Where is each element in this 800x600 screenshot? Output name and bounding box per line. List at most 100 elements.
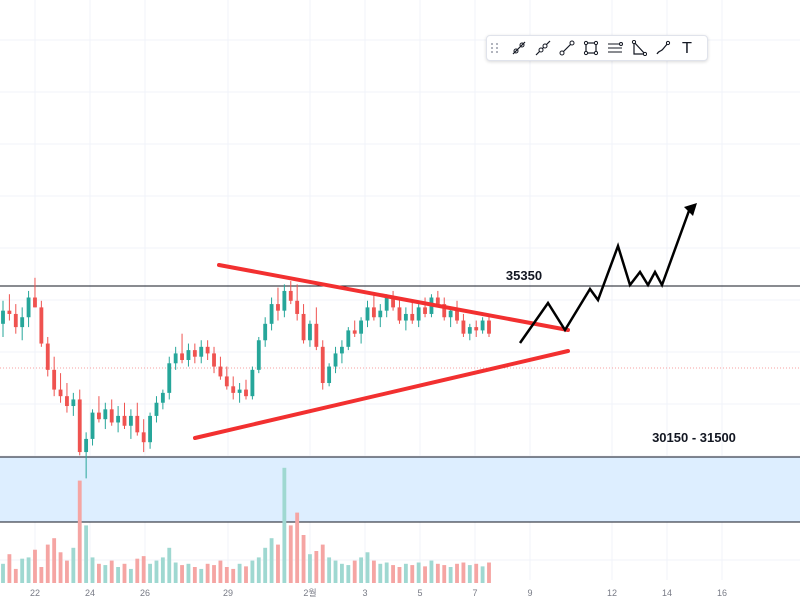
candle-body	[416, 307, 421, 321]
volume-bar	[186, 563, 191, 583]
candle-body	[308, 323, 312, 341]
candle-body	[327, 366, 332, 384]
trend-line-tool-button[interactable]	[555, 37, 579, 59]
drag-handle-icon[interactable]	[491, 41, 499, 55]
x-axis-tick-label: 7	[472, 588, 477, 598]
candle-body	[26, 297, 31, 318]
volume-bar	[167, 547, 172, 583]
candle-body	[231, 386, 236, 393]
candle-body	[212, 353, 216, 367]
x-axis-tick-label: 12	[607, 588, 617, 598]
parallel-channel-tool-icon	[608, 42, 623, 53]
candle-body	[301, 313, 306, 341]
volume-bar	[455, 563, 459, 583]
brush-tool-icon	[656, 40, 671, 55]
text-tool-button[interactable]: T	[675, 37, 699, 59]
volume-bar	[90, 557, 95, 583]
volume-bar	[288, 525, 293, 583]
candle-body	[128, 415, 133, 426]
volume-bar	[378, 563, 383, 583]
volume-bar	[135, 558, 140, 583]
volume-bar	[218, 560, 223, 583]
x-axis-tick-label: 24	[85, 588, 95, 598]
volume-bar	[192, 567, 197, 583]
candle-body	[359, 320, 364, 334]
volume-bar	[20, 558, 25, 583]
candle-body	[346, 330, 351, 347]
volume-bar	[7, 554, 12, 583]
volume-bar	[199, 568, 204, 583]
trend-line-angle-tool-button[interactable]	[507, 37, 531, 59]
volume-bar	[346, 565, 351, 583]
triangle-upper-trendline	[217, 263, 570, 332]
candle-body	[154, 402, 159, 416]
drawing-toolbar[interactable]: T	[486, 35, 708, 61]
volume-bar	[33, 549, 37, 583]
projection-path	[518, 207, 692, 344]
volume-bar	[301, 535, 306, 583]
candle-body	[455, 310, 459, 321]
candle-body	[263, 323, 268, 341]
x-axis-tick-label: 29	[223, 588, 233, 598]
volume-bar	[212, 565, 216, 583]
x-axis-tick-label: 22	[30, 588, 40, 598]
candle-body	[180, 353, 184, 360]
candle-body	[480, 320, 485, 331]
volume-bar	[282, 467, 287, 583]
volume-bar	[250, 560, 255, 583]
candle-body	[39, 307, 44, 344]
triangle-lower-trendline	[193, 349, 570, 440]
volume-bar	[442, 565, 447, 583]
volume-bar	[97, 563, 101, 583]
candle-body	[135, 415, 140, 433]
candle-body	[371, 307, 376, 318]
volume-bar	[327, 557, 332, 583]
volume-bar	[340, 563, 344, 583]
volume-bar	[116, 567, 121, 583]
triangle-pattern-tool-button[interactable]	[627, 37, 651, 59]
volume-bar	[410, 565, 415, 583]
volume-bar	[1, 563, 5, 583]
volume-bar	[122, 563, 127, 583]
x-axis-tick-label: 14	[662, 588, 672, 598]
candle-body	[410, 313, 415, 321]
volume-bar	[128, 568, 133, 583]
volume-bar	[295, 512, 300, 583]
brush-tool-button[interactable]	[651, 37, 675, 59]
volume-bar	[103, 565, 108, 583]
volume-bar	[435, 563, 440, 583]
volume-bar	[13, 568, 18, 583]
volume-bar	[77, 480, 82, 583]
volume-bar	[45, 544, 50, 583]
volume-bar	[154, 560, 159, 583]
rectangle-tool-icon	[583, 40, 599, 56]
parallel-channel-tool-button[interactable]	[603, 37, 627, 59]
volume-bar	[480, 566, 485, 583]
candle-body	[256, 340, 261, 370]
volume-bar	[461, 562, 466, 583]
volume-bar	[333, 560, 338, 583]
triangle-pattern-tool-icon	[631, 40, 647, 56]
volume-bar	[263, 547, 268, 583]
candle-body	[403, 313, 408, 321]
candle-body	[71, 399, 76, 407]
candle-body	[13, 313, 18, 328]
volume-bar	[423, 566, 427, 583]
rectangle-tool-button[interactable]	[579, 37, 603, 59]
candle-body	[487, 320, 491, 334]
ray-tool-button[interactable]	[531, 37, 555, 59]
candle-body	[378, 310, 383, 318]
candle-body	[148, 415, 152, 443]
x-axis-tick-label: 5	[417, 588, 422, 598]
candle-body	[333, 353, 338, 367]
support-zone-label: 30150 - 31500	[652, 430, 736, 445]
candle-body	[250, 369, 255, 397]
candle-body	[97, 412, 101, 420]
volume-bar	[448, 567, 453, 583]
candle-body	[58, 389, 63, 397]
volume-bar	[65, 560, 69, 583]
candle-body	[224, 376, 229, 387]
volume-bar	[371, 560, 376, 583]
